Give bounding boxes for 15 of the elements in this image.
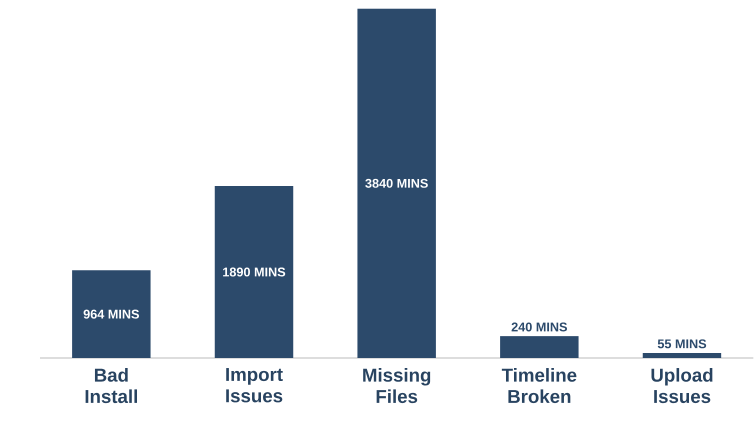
- data-label: 3840 MINS: [365, 178, 428, 188]
- data-label: 240 MINS: [512, 322, 567, 332]
- bar: [642, 353, 722, 358]
- data-label: 1890 MINS: [223, 268, 286, 277]
- bar: [500, 336, 579, 358]
- data-label: 964 MINS: [84, 310, 139, 319]
- x-tick-label: Import Issues: [226, 368, 283, 402]
- x-tick-label: Upload Issues: [652, 368, 712, 404]
- x-tick-label: Bad Install: [86, 368, 137, 404]
- x-tick-label: Missing Files: [363, 368, 430, 404]
- x-tick-label: Timeline Broken: [502, 368, 576, 404]
- bar: [214, 186, 294, 358]
- data-label: 55 MINS: [658, 339, 706, 348]
- bar: [357, 8, 436, 358]
- bar: [72, 270, 151, 358]
